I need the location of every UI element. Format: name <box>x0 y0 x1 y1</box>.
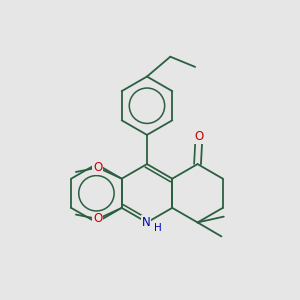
Text: H: H <box>154 223 161 233</box>
Text: N: N <box>142 216 150 229</box>
Text: O: O <box>93 212 102 225</box>
Text: O: O <box>93 161 102 174</box>
Text: O: O <box>194 130 204 143</box>
